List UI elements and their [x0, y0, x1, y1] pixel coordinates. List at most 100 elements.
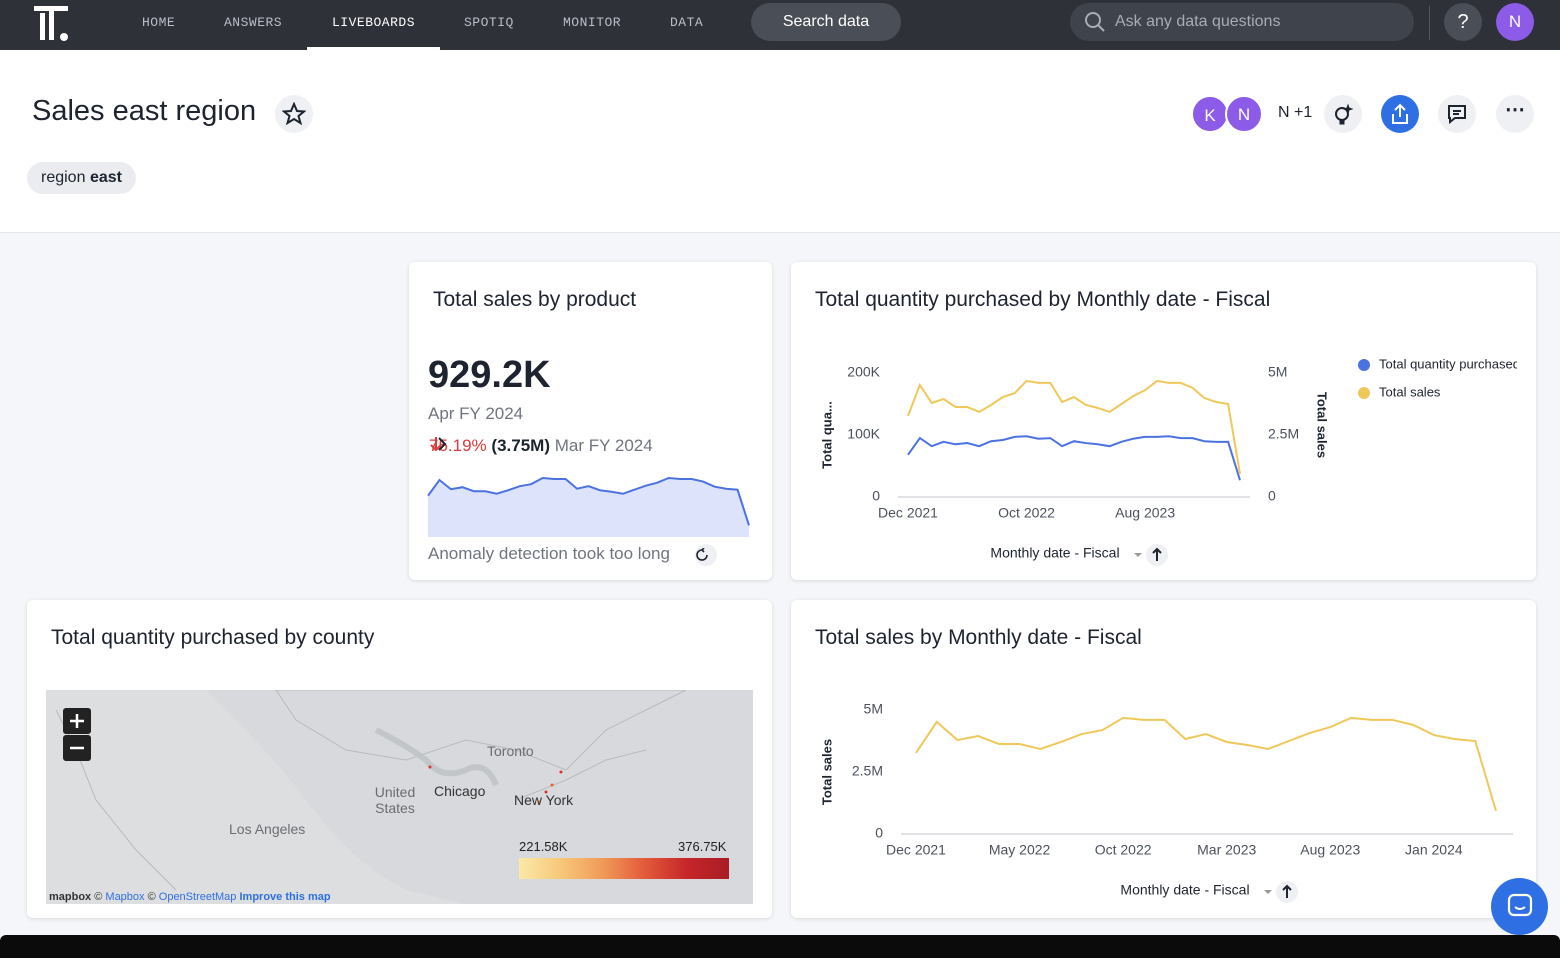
nav-item[interactable]: LIVEBOARDS — [332, 15, 416, 30]
legend-swatch — [1358, 387, 1370, 399]
more-viewers: N +1 — [1278, 104, 1313, 121]
kpi-comparison: 75.19% (3.75M) Mar FY 2024 — [429, 436, 653, 456]
legend-swatch — [1358, 359, 1370, 371]
improve-link[interactable]: Improve this map — [239, 891, 331, 903]
comment-button[interactable] — [1438, 95, 1476, 133]
sparkline — [427, 476, 750, 537]
chart-card: 0 100K 200K 0 2.5M 5M Dec 2021 Oct 2022 Aug 2023… — [791, 262, 1536, 580]
place-label: Chicago — [434, 783, 486, 799]
map-background — [46, 690, 687, 904]
map-attribution: mapbox © Mapbox © OpenStreetMap Improve … — [49, 891, 331, 903]
x-tick-label: Mar 2023 — [1197, 842, 1256, 858]
chart-card: 0 2.5M 5M Dec 2021 May 2022 Oct 2022 Mar 2023 A… — [791, 600, 1536, 918]
sort-icon — [1282, 884, 1292, 898]
y-tick-label: 0 — [872, 488, 880, 504]
chat-button[interactable] — [1491, 878, 1548, 935]
y-axis-title: Total sales — [819, 739, 834, 805]
chat-icon — [1507, 893, 1532, 917]
help-button[interactable]: ? — [1444, 3, 1482, 41]
credit-link[interactable]: Mapbox — [105, 891, 145, 903]
scale-max: 376.75K — [678, 839, 727, 854]
chart-title: Total quantity purchased by Monthly date… — [815, 288, 1271, 311]
sort-caret — [1264, 890, 1272, 894]
share-button[interactable] — [1381, 95, 1419, 133]
chevron[interactable] — [435, 436, 449, 452]
y-axis-title: Total qua... — [819, 401, 834, 469]
more-button[interactable]: ⋯ — [1496, 95, 1534, 133]
line-chart: 0 100K 200K 0 2.5M 5M Dec 2021 Oct 2022 Aug 2023… — [819, 356, 1520, 566]
spotiq-button[interactable] — [1324, 95, 1362, 133]
sparkline-area — [428, 478, 749, 537]
legend-label: Total sales — [1379, 384, 1441, 399]
x-tick-label: Oct 2022 — [998, 505, 1055, 521]
y2-tick-label: 5M — [1268, 364, 1287, 380]
sort-icon — [1152, 547, 1162, 561]
filter-name: region — [41, 169, 86, 186]
sparkline-line — [427, 476, 750, 526]
y2-tick-label: 2.5M — [1268, 426, 1299, 442]
viewer-avatar: N — [1225, 95, 1263, 133]
credit-link[interactable]: OpenStreetMap — [158, 891, 237, 903]
y-tick-label: 5M — [864, 701, 883, 717]
x-axis-title: Monthly date - Fiscal — [1120, 882, 1249, 898]
active-indicator — [307, 47, 440, 50]
legend-label: Total quantity purchased — [1379, 356, 1520, 371]
scale-min: 221.58K — [519, 839, 568, 854]
down-arrow — [430, 437, 442, 452]
kpi-value: 929.2K — [428, 354, 551, 396]
line-chart: 0 2.5M 5M Dec 2021 May 2022 Oct 2022 Mar 2023 A… — [819, 701, 1513, 903]
series-line — [915, 716, 1497, 812]
liveboard-header: Sales east region region east K N N +1 ⋯ — [0, 50, 1560, 233]
place-label: New York — [514, 792, 574, 808]
y2-axis-title: Total sales — [1315, 392, 1330, 458]
nav-item[interactable]: ANSWERS — [224, 15, 283, 30]
user-avatar[interactable]: N — [1496, 3, 1534, 41]
filter-chip[interactable]: region east — [27, 162, 136, 194]
kpi-note: Anomaly detection took too long — [428, 544, 670, 563]
x-tick-label: Oct 2022 — [1095, 842, 1152, 858]
x-tick-label: Dec 2021 — [886, 842, 946, 858]
y-tick-label: 100K — [847, 426, 880, 442]
nav-item[interactable]: DATA — [670, 15, 704, 30]
x-tick-label: Dec 2021 — [878, 505, 938, 521]
favorite-button[interactable] — [275, 95, 313, 133]
nav-item[interactable]: SPOTIQ — [464, 15, 514, 30]
x-tick-label: Aug 2023 — [1115, 505, 1175, 521]
y-tick-label: 2.5M — [852, 763, 883, 779]
star-icon — [281, 101, 307, 126]
logo[interactable] — [32, 4, 72, 44]
map-card: Total quantity purchased by county Toron… — [27, 600, 772, 918]
x-axis-title: Monthly date - Fiscal — [990, 545, 1119, 561]
kpi-card: Total sales by product 929.2K Apr FY 202… — [409, 262, 772, 580]
chart-title: Total sales by Monthly date - Fiscal — [815, 626, 1142, 649]
y-tick-label: 0 — [875, 825, 883, 841]
share-icon — [1392, 103, 1408, 124]
card-title: Total quantity purchased by county — [51, 626, 375, 649]
card-title: Total sales by product — [433, 288, 637, 311]
nav-item[interactable]: MONITOR — [563, 15, 622, 30]
place-label: Los Angeles — [229, 821, 306, 837]
top-nav: HOME ANSWERS LIVEBOARDS SPOTIQ MONITOR D… — [0, 0, 1560, 50]
place-label: Toronto — [487, 743, 534, 759]
search-icon — [1085, 12, 1105, 32]
place-label: United States — [374, 784, 416, 816]
retry-button[interactable] — [695, 544, 717, 566]
y2-tick-label: 0 — [1268, 488, 1276, 504]
comment-icon — [1448, 105, 1466, 125]
bottom-bar — [0, 935, 1560, 958]
series-line — [907, 435, 1241, 481]
mapbox-logo: mapbox — [49, 891, 92, 903]
kpi-previous-value: (3.75M) — [491, 436, 550, 455]
map[interactable]: Toronto United States Chicago New York L… — [46, 690, 753, 904]
divider — [1429, 6, 1430, 40]
nav-item[interactable]: HOME — [142, 15, 176, 30]
retry-icon — [696, 548, 708, 561]
search-button[interactable]: Search data — [751, 3, 901, 41]
kpi-previous-period: Mar FY 2024 — [554, 436, 653, 455]
kpi-period: Apr FY 2024 — [428, 404, 524, 423]
x-tick-label: May 2022 — [989, 842, 1051, 858]
ask-input[interactable]: Ask any data questions — [1070, 3, 1414, 41]
color-scale — [519, 858, 729, 879]
filter-value: east — [89, 169, 122, 186]
